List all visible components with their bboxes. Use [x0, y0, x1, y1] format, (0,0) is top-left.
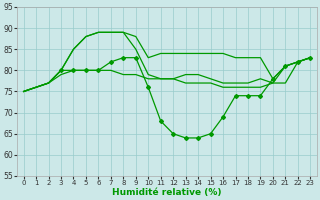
- X-axis label: Humidité relative (%): Humidité relative (%): [112, 188, 222, 197]
